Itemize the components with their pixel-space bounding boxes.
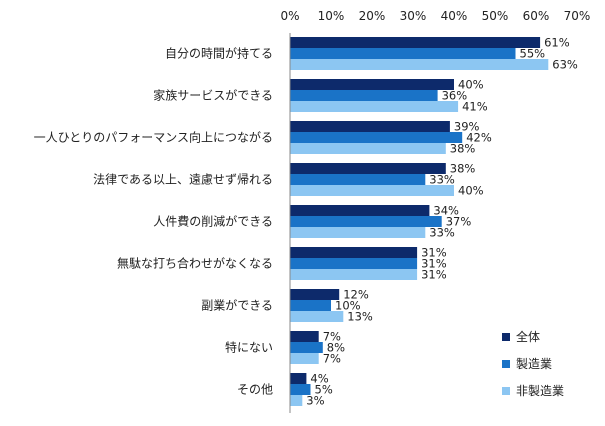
x-tick-label: 0%: [280, 9, 299, 23]
bar: [290, 59, 549, 70]
bar: [290, 143, 446, 154]
x-tick-label: 40%: [441, 9, 468, 23]
value-label: 5%: [315, 383, 333, 397]
value-label: 61%: [544, 36, 570, 50]
category-label: 人件費の削減ができる: [153, 214, 273, 229]
legend-swatch: [502, 333, 510, 341]
value-label: 42%: [466, 131, 492, 145]
category-label: 特にない: [225, 340, 273, 355]
bar: [290, 163, 446, 174]
bar: [290, 353, 319, 364]
bar: [290, 247, 418, 258]
x-tick-label: 70%: [564, 9, 591, 23]
legend-swatch: [502, 360, 510, 368]
value-label: 39%: [454, 120, 480, 134]
value-label: 3%: [306, 394, 324, 408]
value-label: 40%: [458, 184, 484, 198]
value-label: 36%: [442, 89, 468, 103]
value-label: 34%: [433, 204, 459, 218]
bars: [290, 37, 549, 406]
x-axis-ticks: 0% 10% 20% 30% 40% 50% 60% 70%: [280, 9, 590, 23]
bar: [290, 395, 303, 406]
value-label: 31%: [421, 246, 447, 260]
category-label: 法律である以上、遠慮せず帰れる: [93, 173, 273, 187]
category-label: 家族サービスができる: [153, 88, 273, 103]
bar: [290, 311, 344, 322]
value-label: 33%: [429, 173, 455, 187]
bar: [290, 384, 311, 395]
bar: [290, 185, 454, 196]
value-label: 4%: [310, 372, 328, 386]
legend-label: 全体: [516, 329, 540, 344]
x-tick-label: 50%: [482, 9, 509, 23]
category-label: 無駄な打ち合わせがなくなる: [117, 256, 273, 271]
value-label: 40%: [458, 78, 484, 92]
value-label: 31%: [421, 268, 447, 282]
legend-swatch: [502, 387, 510, 395]
bar: [290, 300, 331, 311]
x-tick-label: 30%: [400, 9, 427, 23]
value-label: 63%: [552, 58, 578, 72]
bar: [290, 269, 418, 280]
value-label: 41%: [462, 100, 488, 114]
bar: [290, 373, 307, 384]
value-label: 12%: [343, 288, 369, 302]
bar: [290, 258, 418, 269]
bar: [290, 37, 541, 48]
category-label: 副業ができる: [201, 298, 273, 313]
legend-label: 非製造業: [516, 384, 564, 398]
bar: [290, 174, 426, 185]
value-label: 7%: [323, 330, 341, 344]
category-label: 自分の時間が持てる: [165, 46, 273, 61]
x-tick-label: 20%: [359, 9, 386, 23]
x-tick-label: 60%: [523, 9, 550, 23]
bar: [290, 101, 459, 112]
value-label: 13%: [347, 310, 373, 324]
value-label: 7%: [323, 352, 341, 366]
bar: [290, 121, 450, 132]
value-label: 10%: [335, 299, 361, 313]
bar: [290, 79, 454, 90]
value-label: 55%: [520, 47, 546, 61]
bar: [290, 205, 430, 216]
value-label: 33%: [429, 226, 455, 240]
bar: [290, 216, 442, 227]
value-labels: 61%55%63%40%36%41%39%42%38%38%33%40%34%3…: [306, 36, 578, 408]
bar: [290, 48, 516, 59]
bar: [290, 227, 426, 238]
value-label: 38%: [450, 142, 476, 156]
bar: [290, 331, 319, 342]
x-tick-label: 10%: [318, 9, 345, 23]
value-label: 8%: [327, 341, 345, 355]
category-label: その他: [237, 383, 273, 397]
value-label: 37%: [446, 215, 472, 229]
value-label: 38%: [450, 162, 476, 176]
bar: [290, 132, 463, 143]
bar: [290, 90, 438, 101]
legend-label: 製造業: [516, 357, 552, 371]
value-label: 31%: [421, 257, 447, 271]
category-labels: 自分の時間が持てる家族サービスができる一人ひとりのパフォーマンス向上につながる法…: [34, 46, 273, 397]
bar: [290, 342, 323, 353]
category-label: 一人ひとりのパフォーマンス向上につながる: [34, 130, 273, 145]
bar: [290, 289, 340, 300]
